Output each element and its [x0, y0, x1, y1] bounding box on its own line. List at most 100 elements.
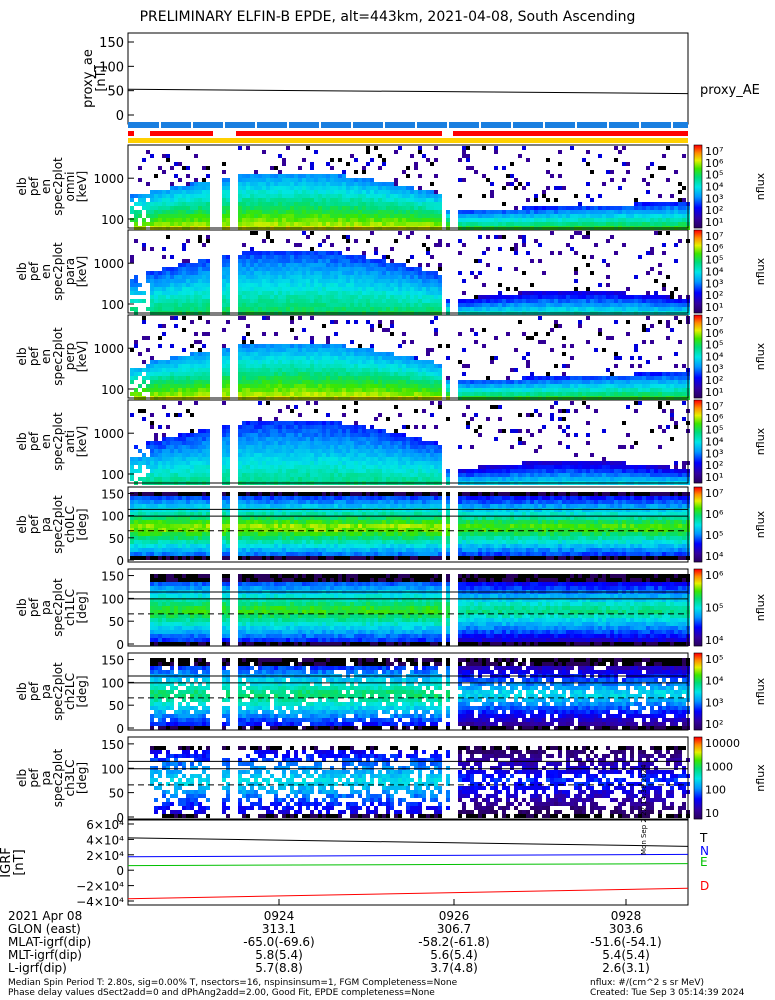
spectrogram-cell	[282, 255, 286, 259]
spectrogram-cell	[378, 198, 382, 202]
spectrogram-cell	[198, 429, 202, 433]
spectrogram-cell	[158, 166, 162, 170]
spectrogram-cell	[334, 384, 338, 388]
spectrogram-cell	[414, 291, 418, 295]
spectrogram-cell	[418, 222, 422, 226]
spectrogram-cell	[330, 271, 334, 275]
spectrogram-cell	[182, 186, 186, 190]
spectrogram-cell	[342, 255, 346, 259]
spectrogram-cell	[242, 178, 246, 182]
ytick-label: 100	[101, 213, 124, 227]
spectrogram-cell	[202, 275, 206, 279]
spectrogram-cell	[202, 352, 206, 356]
spectrogram-cell	[594, 299, 598, 303]
spectrogram-cell	[650, 251, 654, 255]
spectrogram-cell	[222, 210, 226, 214]
spectrogram-cell	[342, 287, 346, 291]
spectrogram-cell	[370, 202, 374, 206]
spectrogram-cell	[138, 368, 142, 372]
spectrogram-cell	[158, 336, 162, 340]
spectrogram-cell	[358, 368, 362, 372]
spectrogram-cell	[430, 392, 434, 396]
spectrogram-cell	[582, 291, 586, 295]
spectrogram-cell	[470, 384, 474, 388]
spectrogram-cell	[306, 178, 310, 182]
spectrogram-cell	[174, 271, 178, 275]
spectrogram-cell	[246, 303, 250, 307]
spectrogram-cell	[170, 437, 174, 441]
spectrogram-cell	[350, 279, 354, 283]
spectrogram-cell	[194, 303, 198, 307]
spectrogram-cell	[646, 376, 650, 380]
spectrogram-cell	[286, 388, 290, 392]
spectrogram-cell	[398, 202, 402, 206]
spectrogram-cell	[342, 344, 346, 348]
spectrogram-cell	[286, 364, 290, 368]
spectrogram-cell	[330, 384, 334, 388]
spectrogram-cell	[658, 166, 662, 170]
spectrogram-cell	[330, 182, 334, 186]
spectrogram-cell	[602, 259, 606, 263]
spectrogram-cell	[594, 295, 598, 299]
spectrogram-cell	[622, 303, 626, 307]
spectrogram-cell	[346, 295, 350, 299]
spectrogram-cell	[658, 384, 662, 388]
colorbar-strip	[694, 317, 702, 319]
spectrogram-cell	[354, 392, 358, 396]
spectrogram-cell	[618, 214, 622, 218]
spectrogram-cell	[298, 352, 302, 356]
spectrogram-cell	[522, 222, 526, 226]
spectrogram-cell	[610, 235, 614, 239]
spectrogram-cell	[158, 214, 162, 218]
spectrogram-cell	[538, 316, 542, 320]
spectrogram-cell	[162, 461, 166, 465]
spectrogram-cell	[222, 186, 226, 190]
spectrogram-cell	[274, 303, 278, 307]
spectrogram-cell	[494, 384, 498, 388]
spectrogram-cell	[154, 465, 158, 469]
spectrogram-cell	[466, 146, 470, 150]
spectrogram-cell	[522, 299, 526, 303]
spectrogram-cell	[622, 218, 626, 222]
spectrogram-cell	[334, 202, 338, 206]
spectrogram-cell	[658, 303, 662, 307]
spectrogram-cell	[658, 295, 662, 299]
spectrogram-cell	[186, 364, 190, 368]
spectrogram-cell	[262, 150, 266, 154]
spectrogram-cell	[654, 376, 658, 380]
spectrogram-cell	[426, 279, 430, 283]
spectrogram-cell	[166, 307, 170, 311]
spectrogram-cell	[182, 376, 186, 380]
spectrogram-cell	[498, 388, 502, 392]
spectrogram-cell	[170, 299, 174, 303]
spectrogram-cell	[226, 259, 230, 263]
spectrogram-cell	[342, 376, 346, 380]
spectrogram-cell	[322, 299, 326, 303]
spectrogram-cell	[174, 368, 178, 372]
spectrogram-cell	[162, 469, 166, 473]
spectrogram-cell	[302, 267, 306, 271]
spectrogram-cell	[466, 388, 470, 392]
colorbar-tick: 10³	[705, 192, 723, 205]
spectrogram-cell	[522, 384, 526, 388]
spectrogram-cell	[386, 388, 390, 392]
spectrogram-cell	[374, 388, 378, 392]
spectrogram-cell	[150, 210, 154, 214]
spectrogram-cell	[370, 388, 374, 392]
spectrogram-cell	[226, 445, 230, 449]
spectrogram-cell	[590, 214, 594, 218]
spectrogram-cell	[358, 190, 362, 194]
spectrogram-cell	[334, 255, 338, 259]
colorbar-strip	[694, 272, 702, 274]
spectrogram-cell	[346, 275, 350, 279]
spectrogram-cell	[190, 291, 194, 295]
spectrogram-cell	[130, 210, 134, 214]
ylabel-line: en	[39, 349, 53, 364]
spectrogram-cell	[590, 384, 594, 388]
spectrogram-cell	[382, 214, 386, 218]
spectrogram-cell	[370, 275, 374, 279]
colorbar-strip	[694, 326, 702, 328]
spectrogram-cell	[626, 218, 630, 222]
spectrogram-cell	[674, 372, 678, 376]
spectrogram-cell	[558, 295, 562, 299]
